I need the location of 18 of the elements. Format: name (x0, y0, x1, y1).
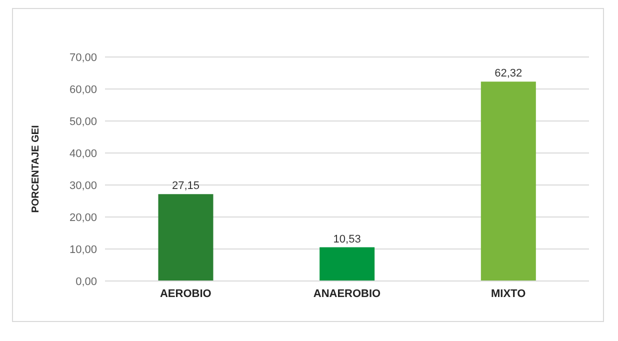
bar (320, 247, 375, 281)
y-tick-label: 60,00 (69, 84, 97, 96)
x-tick-label: ANAEROBIO (313, 288, 382, 300)
y-tick-label: 50,00 (69, 116, 97, 128)
data-label: 10,53 (333, 233, 361, 246)
y-tick-label: 0,00 (76, 276, 97, 288)
y-tick-label: 70,00 (69, 52, 97, 64)
y-tick-label: 30,00 (69, 180, 97, 192)
y-tick-label: 10,00 (69, 244, 97, 256)
y-tick-label: 20,00 (69, 212, 97, 224)
x-tick-label: AEROBIO (160, 288, 212, 300)
y-tick-label: 40,00 (69, 148, 97, 160)
bar (158, 194, 214, 281)
x-tick-label: MIXTO (491, 288, 526, 300)
data-label: 27,15 (172, 180, 200, 192)
y-axis-title: PORCENTAJE GEI (30, 124, 42, 213)
data-label: 62,32 (494, 68, 522, 80)
bar (480, 82, 536, 281)
